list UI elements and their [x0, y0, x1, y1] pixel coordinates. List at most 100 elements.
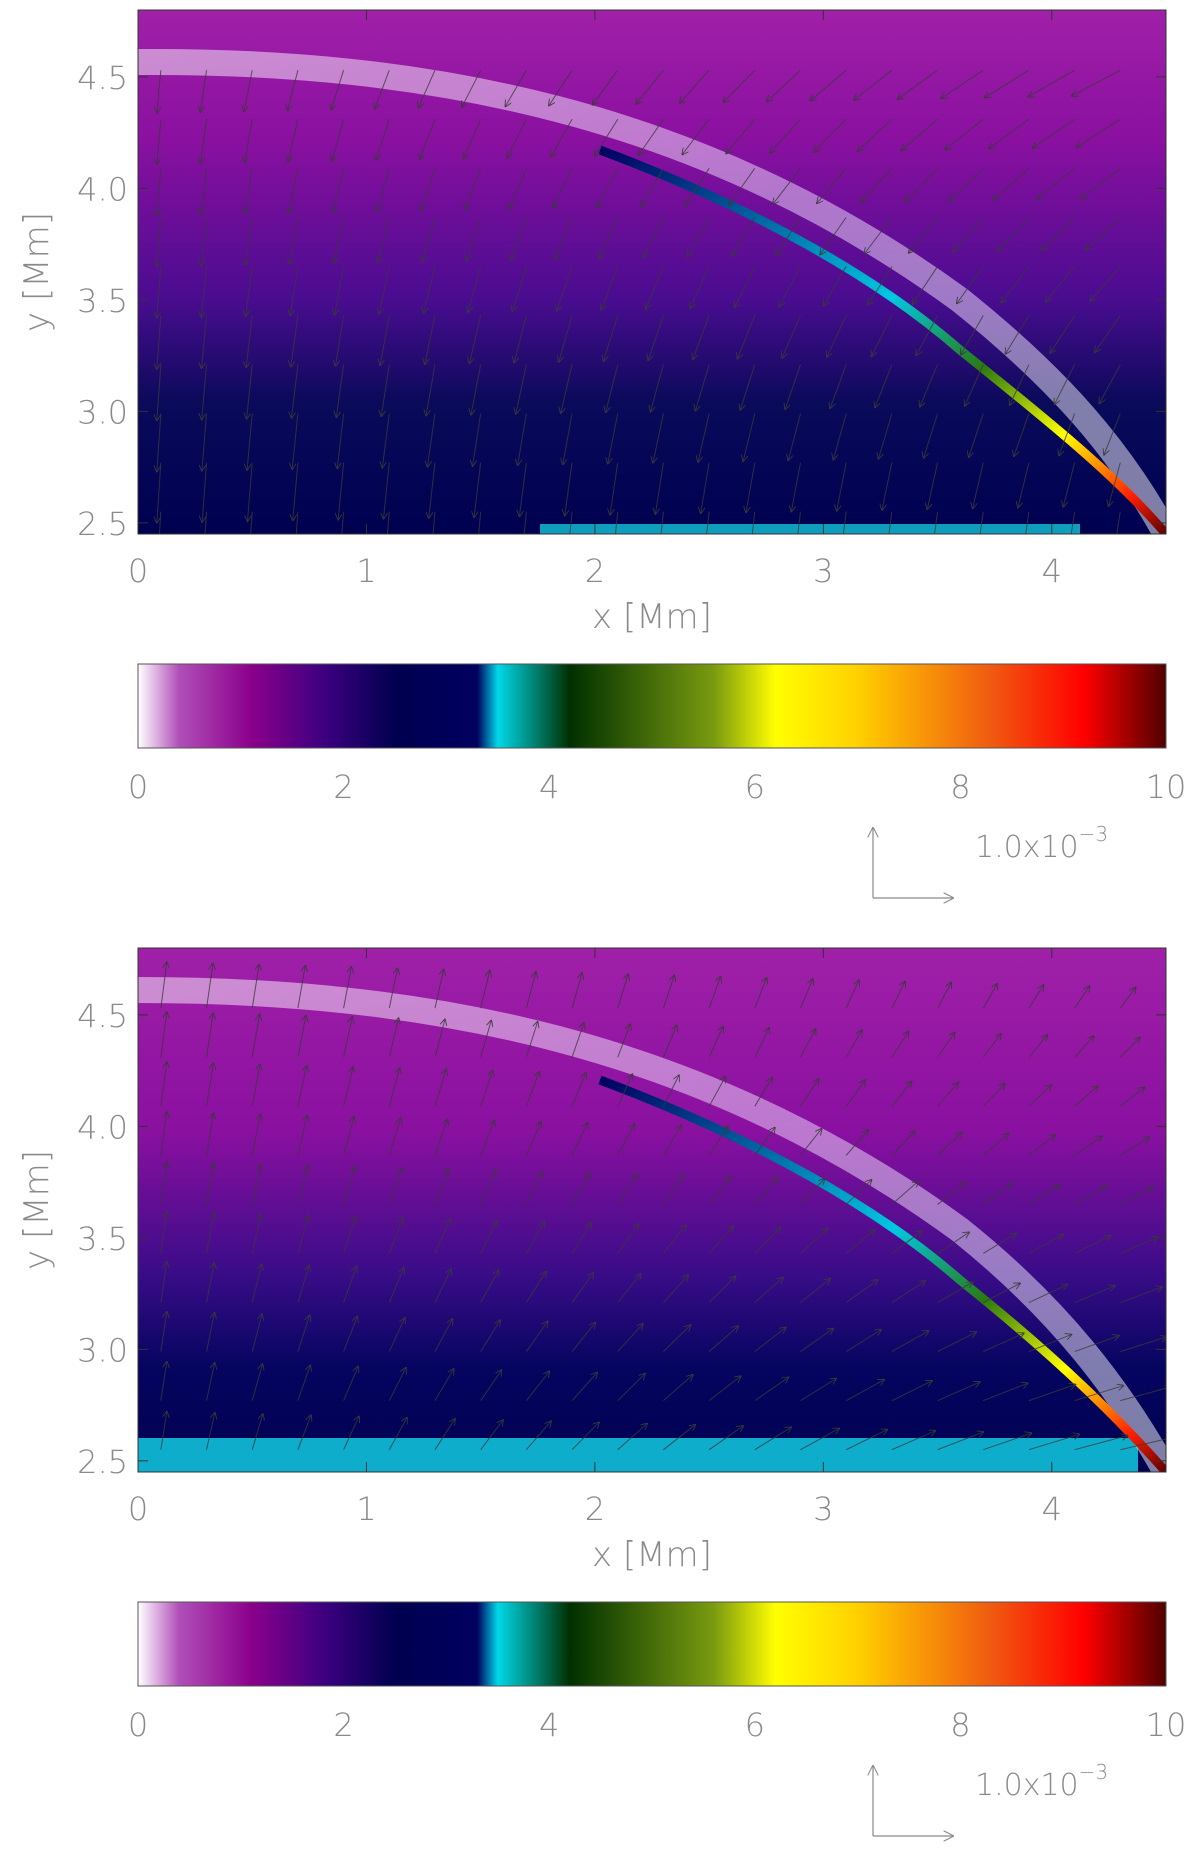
vector-arrow: [434, 1419, 455, 1450]
vector-arrow: [1028, 1384, 1076, 1402]
vector-arrow: [901, 118, 938, 150]
vector-arrow: [820, 217, 847, 254]
vector-arrow: [206, 1113, 214, 1156]
vector-arrow: [1074, 1236, 1111, 1254]
vector-arrow: [1028, 1085, 1052, 1107]
vector-arrow: [244, 70, 253, 111]
vector-arrow: [335, 315, 345, 366]
vector-arrow: [571, 1123, 588, 1156]
vector-arrow: [857, 118, 893, 151]
reference-vector-top: 1.0x10−3: [873, 822, 1108, 898]
vector-arrow: [375, 70, 390, 109]
vector-arrow: [569, 511, 573, 534]
vector-arrow: [617, 1024, 631, 1058]
vector-arrow: [937, 1332, 977, 1353]
vector-arrow: [878, 413, 893, 459]
vector-arrow: [157, 413, 162, 472]
vector-arrow: [289, 168, 299, 213]
vector-arrow: [525, 1321, 547, 1352]
vector-arrow: [905, 167, 938, 202]
vector-arrow: [830, 364, 847, 409]
vector-arrow: [982, 1034, 1001, 1058]
vector-arrow: [480, 1220, 498, 1254]
vector-arrow: [1028, 985, 1044, 1009]
vector-arrow: [1028, 1235, 1064, 1254]
vector-arrow: [525, 1072, 539, 1107]
plot-area-bottom: [138, 948, 1166, 1472]
vector-arrow: [662, 1125, 681, 1156]
vector-arrow: [557, 266, 573, 310]
vector-arrow: [617, 974, 629, 1009]
vector-arrow: [157, 364, 162, 421]
vector-arrow: [706, 511, 710, 534]
vector-arrow: [924, 413, 939, 459]
vector-arrow: [891, 1331, 929, 1353]
vector-arrow: [708, 1326, 738, 1352]
y-tick-label: 2.5: [77, 505, 128, 543]
vector-arrow: [206, 1413, 215, 1450]
vector-arrow: [206, 1213, 215, 1254]
vector-arrow: [251, 964, 259, 1009]
vector-arrow: [800, 1278, 830, 1303]
vector-arrow: [425, 315, 436, 364]
x-tick-label: 3: [813, 552, 833, 590]
vector-arrow: [378, 217, 390, 262]
vector-arrow: [617, 1274, 641, 1303]
vector-arrow: [251, 1314, 262, 1352]
vector-arrow: [800, 1428, 839, 1451]
x-tick-label: 4: [1042, 1490, 1062, 1528]
vector-arrow: [854, 69, 893, 100]
vector-arrow: [251, 1364, 262, 1401]
x-tick-labels-top: 0 1 2 3 4: [128, 552, 1062, 590]
vector-arrow: [434, 1069, 446, 1107]
vector-arrow: [800, 979, 812, 1009]
vector-arrow: [961, 315, 984, 354]
vector-arrow: [592, 69, 619, 105]
vector-arrow: [983, 1433, 1031, 1451]
y-tick-label: 3.0: [77, 393, 128, 431]
vector-arrow: [297, 1215, 309, 1254]
arc-glow-bottom: [138, 977, 1166, 1472]
axis-ticks-top: [137, 10, 1166, 534]
vector-arrow: [662, 1075, 679, 1107]
vector-arrow: [1028, 69, 1075, 97]
vector-arrow: [655, 462, 664, 514]
y-tick-label: 4.5: [77, 59, 128, 97]
vector-arrow: [646, 266, 664, 309]
vector-arrow: [953, 217, 984, 252]
vector-arrow: [871, 315, 893, 356]
vector-arrow: [891, 1031, 909, 1058]
vector-arrow: [157, 266, 162, 318]
vector-arrow: [603, 315, 619, 361]
vector-arrow: [891, 981, 905, 1009]
vector-arrow: [754, 1377, 789, 1402]
vector-arrow: [845, 1080, 865, 1107]
vector-arrow: [660, 511, 664, 534]
vector-arrow: [682, 118, 710, 154]
vector-arrow: [379, 266, 390, 314]
vector-arrow: [247, 462, 253, 522]
vector-arrow: [525, 1371, 549, 1401]
x-tick-label: 1: [356, 552, 376, 590]
vector-arrow: [663, 1375, 693, 1402]
vector-arrow: [845, 1330, 881, 1353]
vector-arrow: [388, 1218, 403, 1254]
vector-arrow: [1028, 1135, 1056, 1156]
vector-arrow: [251, 1014, 259, 1058]
vector-arrow: [685, 168, 710, 206]
vector-arrow: [478, 511, 482, 534]
x-axis-label-bottom: x [Mm]: [592, 1535, 712, 1575]
vector-arrow: [882, 462, 893, 511]
vector-arrow: [695, 364, 710, 411]
vector-arrow: [754, 1028, 770, 1058]
vector-arrow: [291, 364, 299, 419]
vector-arrow: [1119, 987, 1135, 1009]
vector-arrow: [982, 984, 997, 1009]
vector-arrow: [723, 69, 756, 102]
vector-arrow: [1074, 1036, 1094, 1058]
vector-arrow: [1120, 1237, 1158, 1254]
colorbar-tick-label: 4: [539, 1706, 559, 1744]
vector-arrow: [782, 315, 801, 358]
vector-arrow: [480, 1070, 493, 1107]
vector-arrow: [514, 315, 527, 362]
